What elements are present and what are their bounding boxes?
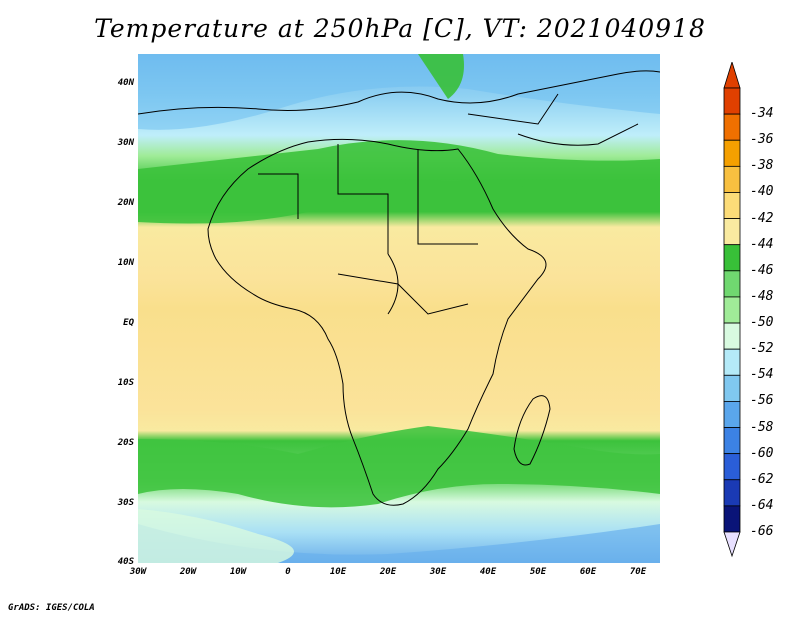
legend-color-box: [723, 270, 741, 298]
mediterranean-green-patch: [418, 54, 464, 99]
lat-label: 10N: [117, 258, 134, 268]
legend-label: -64: [750, 497, 774, 513]
lat-label: 20N: [117, 198, 134, 208]
legend-color-box: [723, 322, 741, 350]
legend-color-box: [723, 348, 741, 376]
legend-color-box: [723, 479, 741, 507]
lon-label: 60E: [579, 567, 597, 577]
legend-color-box: [723, 192, 741, 219]
legend-label: -44: [750, 236, 774, 252]
legend-color-box: [723, 296, 741, 324]
legend-label: -56: [750, 393, 774, 409]
legend-label: -62: [750, 471, 774, 487]
legend-color-box: [723, 453, 741, 481]
lon-label: 70E: [629, 567, 647, 577]
legend-label: -36: [750, 132, 774, 148]
legend-label: -54: [750, 367, 774, 383]
legend-color-box: [723, 401, 741, 428]
grads-credit: GrADS: IGES/COLA: [8, 603, 95, 613]
lon-label: 30W: [129, 567, 147, 577]
lon-label: 30E: [429, 567, 447, 577]
lat-label: 30S: [117, 498, 134, 508]
legend-label: -48: [750, 288, 774, 304]
north-blue-patch: [138, 54, 660, 130]
lat-label: 40N: [117, 78, 134, 88]
legend-label: -40: [750, 184, 774, 200]
legend-label: -46: [750, 262, 774, 278]
legend-label: -58: [750, 419, 774, 435]
legend-arrow-top: [723, 62, 741, 89]
southern-green-band: [138, 426, 660, 508]
temperature-map: [138, 54, 660, 563]
legend-color-box: [723, 165, 741, 193]
legend-label: -34: [750, 106, 774, 122]
color-legend: [723, 62, 741, 558]
lon-label: 40E: [479, 567, 497, 577]
lat-label: 20S: [117, 438, 134, 448]
legend-label: -60: [750, 445, 774, 461]
lon-label: 10W: [229, 567, 247, 577]
legend-color-box: [723, 374, 741, 402]
legend-label: -42: [750, 210, 774, 226]
lat-label: 40S: [117, 557, 134, 567]
legend-color-box: [723, 244, 741, 272]
legend-label: -38: [750, 158, 774, 174]
legend-color-box: [723, 505, 741, 533]
lon-label: 50E: [529, 567, 547, 577]
legend-label: -50: [750, 315, 774, 331]
lon-label: 20W: [179, 567, 197, 577]
legend-label: -66: [750, 524, 774, 539]
lat-label: 10S: [117, 378, 134, 388]
legend-arrow-bottom: [723, 531, 741, 558]
coastlines: [138, 70, 660, 506]
legend-color-box: [723, 113, 741, 141]
legend-color-box: [723, 87, 741, 115]
lon-label: 10E: [329, 567, 347, 577]
legend-color-box: [723, 427, 741, 455]
cyan-swirl: [138, 509, 294, 563]
legend-color-box: [723, 218, 741, 246]
lat-label: 30N: [117, 138, 134, 148]
legend-label: -52: [750, 341, 774, 357]
lat-label: EQ: [123, 318, 134, 328]
lon-label: 20E: [379, 567, 397, 577]
sahara-green-band: [138, 140, 660, 224]
map-title: Temperature at 250hPa [C], VT: 202104091…: [94, 14, 706, 43]
legend-color-box: [723, 139, 741, 167]
lon-label: 0: [285, 567, 291, 577]
